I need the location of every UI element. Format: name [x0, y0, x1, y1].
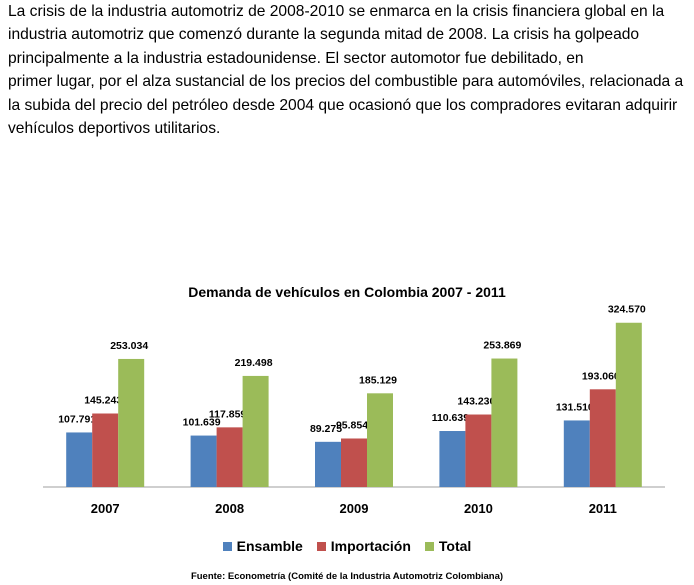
legend-label: Importación [330, 538, 411, 554]
bar-total-2007 [118, 358, 145, 487]
bar-ensamble-2010 [439, 431, 466, 487]
bar-importación-2010 [465, 414, 492, 487]
bar-importación-2007 [92, 413, 119, 487]
legend-swatch [316, 541, 326, 551]
legend-swatch [424, 541, 434, 551]
x-tick-label: 2009 [340, 501, 369, 516]
data-label: 110.639 [432, 412, 470, 424]
data-label: 193.060 [582, 370, 620, 382]
bar-total-2011 [615, 322, 642, 487]
bar-ensamble-2007 [66, 432, 93, 487]
data-label: 89.275 [310, 423, 342, 435]
legend-item: Total [424, 538, 472, 554]
paragraph-line: vehículos deportivos utilitarios. [8, 120, 221, 138]
paragraph-line: principalmente a la industria estadounid… [8, 49, 584, 67]
bar-total-2010 [491, 358, 518, 487]
bar-importación-2011 [589, 389, 616, 487]
x-tick-label: 2010 [464, 501, 493, 516]
chart-legend: Ensamble Importación Total [0, 538, 694, 554]
data-label: 101.639 [183, 417, 221, 429]
bar-ensamble-2009 [315, 441, 341, 487]
data-label: 117.859 [209, 408, 247, 420]
data-label: 253.869 [483, 340, 521, 352]
chart-source: Fuente: Econometría (Comité de la Indust… [190, 571, 504, 582]
data-label: 95.854 [336, 419, 368, 431]
bar-importación-2008 [216, 427, 243, 487]
bar-total-2009 [367, 393, 393, 487]
legend-item: Importación [316, 538, 411, 554]
data-label: 324.570 [608, 304, 646, 316]
x-tick-label: 2007 [91, 501, 120, 516]
paragraph-line: primer lugar, por el alza sustancial de … [8, 73, 684, 91]
legend-swatch [222, 541, 232, 551]
legend-label: Total [438, 538, 472, 554]
data-label: 185.129 [359, 374, 397, 386]
x-tick-label: 2008 [215, 501, 244, 516]
data-label: 253.034 [110, 340, 148, 352]
paragraph-line: la subida del precio del petróleo desde … [8, 96, 678, 114]
intro-paragraph: La crisis de la industria automotriz de … [8, 0, 688, 140]
data-label: 107.791 [58, 413, 96, 425]
legend-item: Ensamble [222, 538, 303, 554]
data-label: 145.243 [84, 394, 122, 406]
x-tick-label: 2011 [589, 501, 617, 516]
data-label: 219.498 [235, 357, 273, 369]
bar-total-2008 [242, 375, 269, 487]
bar-ensamble-2008 [190, 435, 217, 487]
data-label: 131.510 [556, 401, 594, 413]
chart-title: Demanda de vehículos en Colombia 2007 - … [188, 284, 506, 300]
paragraph-line: industria automotriz que comenzó durante… [8, 26, 640, 44]
legend-label: Ensamble [236, 538, 303, 554]
paragraph-line: La crisis de la industria automotriz de … [8, 3, 665, 20]
data-label: 143.230 [457, 396, 495, 408]
bar-importación-2009 [341, 438, 367, 487]
bar-ensamble-2011 [563, 420, 590, 487]
